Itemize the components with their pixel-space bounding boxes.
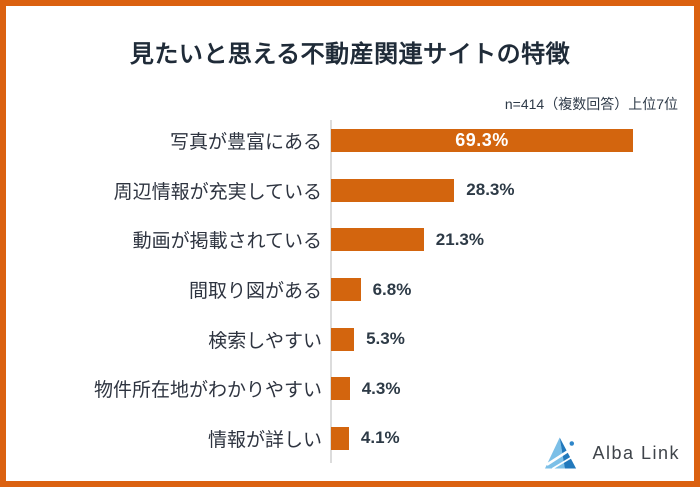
value-label: 21.3% bbox=[435, 229, 484, 249]
bar-zone: 6.8% bbox=[6, 278, 694, 302]
category-label: 検索しやすい bbox=[208, 330, 322, 352]
bar-zone: 4.1% bbox=[6, 426, 694, 450]
bar-row: 検索しやすい 5.3% bbox=[6, 314, 694, 364]
bar-chart: 写真が豊富にある 69.3% 周辺情報が充実している 28.3% 動画が掲載されている 2… bbox=[6, 116, 694, 463]
bar-zone: 69.3% bbox=[6, 129, 694, 153]
bar bbox=[331, 377, 350, 401]
sample-size-note: n=414（複数回答）上位7位 bbox=[504, 96, 678, 112]
logo-text: Alba Link bbox=[592, 442, 680, 463]
value-label: 4.1% bbox=[360, 428, 400, 448]
bar-row: 写真が豊富にある 69.3% bbox=[6, 116, 694, 166]
value-label: 5.3% bbox=[366, 329, 405, 349]
page-title: 見たいと思える不動産関連サイトの特徴 bbox=[129, 41, 571, 68]
bar-row: 物件所在地がわかりやすい 4.3% bbox=[6, 364, 694, 414]
value-label: 28.3% bbox=[466, 180, 515, 200]
bar bbox=[331, 228, 424, 252]
bar-rows: 写真が豊富にある 69.3% 周辺情報が充実している 28.3% 動画が掲載されている 2… bbox=[6, 116, 694, 463]
alba-link-triangle-icon bbox=[545, 437, 577, 470]
bar bbox=[331, 278, 361, 302]
bar-row: 間取り図がある 6.8% bbox=[6, 265, 694, 315]
category-label: 動画が掲載されている bbox=[132, 231, 322, 253]
bar-zone: 5.3% bbox=[6, 327, 694, 351]
category-label: 写真が豊富にある bbox=[169, 132, 322, 154]
category-label: 物件所在地がわかりやすい bbox=[93, 380, 322, 402]
bar-zone: 28.3% bbox=[6, 178, 694, 202]
alba-link-logo: Alba Link bbox=[545, 435, 680, 471]
bar-row: 周辺情報が充実している 28.3% bbox=[6, 166, 694, 216]
bar-row: 情報が詳しい 4.1% bbox=[6, 413, 694, 463]
bar-row: 動画が掲載されている 21.3% bbox=[6, 215, 694, 265]
value-label: 4.3% bbox=[361, 378, 401, 398]
value-label: 69.3% bbox=[455, 130, 509, 151]
bar bbox=[331, 327, 355, 351]
bar bbox=[331, 426, 349, 450]
value-label: 6.8% bbox=[372, 279, 412, 299]
bar: 69.3% bbox=[331, 129, 633, 153]
bar bbox=[331, 178, 455, 202]
category-label: 周辺情報が充実している bbox=[113, 181, 322, 203]
category-label: 間取り図がある bbox=[188, 281, 322, 303]
bar-zone: 21.3% bbox=[6, 228, 694, 252]
bar-zone: 4.3% bbox=[6, 377, 694, 401]
category-label: 情報が詳しい bbox=[207, 429, 322, 451]
